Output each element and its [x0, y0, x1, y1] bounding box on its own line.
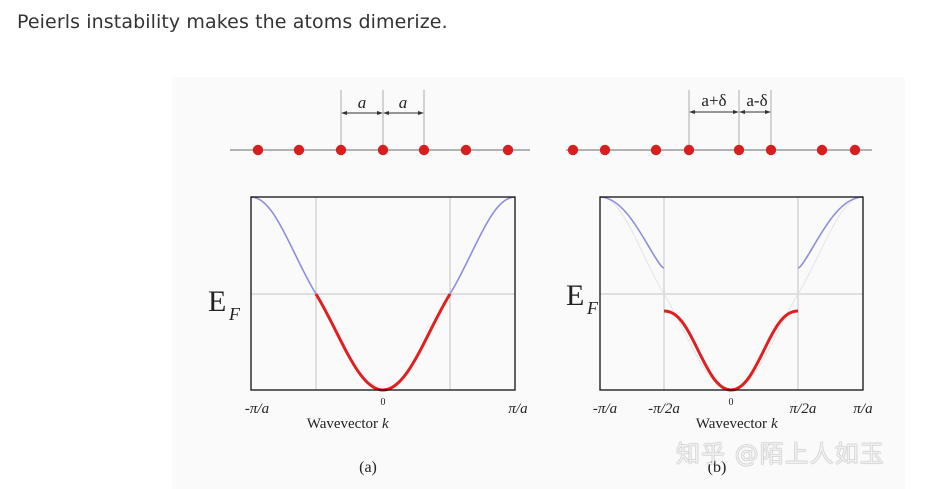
panel-a-band-plot: E F -π/a 0 π/a Wavevector k (a): [208, 196, 528, 476]
fermi-energy-label-a: E: [208, 285, 226, 318]
plot-frame-a: [250, 196, 516, 391]
page-heading: Peierls instability makes the atoms dime…: [17, 11, 448, 33]
tick-label-left-b: -π/a: [593, 401, 617, 417]
panel-a-chain: a a: [230, 90, 530, 156]
fermi-energy-subscript-b: F: [586, 298, 599, 318]
figure-background: [172, 77, 905, 489]
spacing-label-b2: a-δ: [746, 91, 767, 110]
panel-b-chain: a+δ a-δ: [566, 90, 872, 156]
tick-label-zero-a: 0: [381, 397, 386, 408]
xlabel-a: Wavevector: [307, 416, 378, 432]
fermi-energy-label-b: E: [566, 279, 584, 312]
atom: [293, 144, 305, 156]
watermark-text: 知乎 @陌上人如玉: [676, 440, 885, 468]
arrow-head: [765, 110, 771, 114]
atom: [502, 144, 514, 156]
tick-label-right-half-b: π/2a: [790, 401, 817, 417]
arrow-head: [418, 111, 424, 115]
xlabel-var-a: k: [382, 416, 389, 432]
atom: [683, 144, 695, 156]
upper-band-right: [797, 196, 864, 269]
upper-band-left: [599, 196, 665, 269]
atom: [252, 144, 264, 156]
arrow-head: [377, 111, 383, 115]
arrow-head: [383, 111, 389, 115]
atom: [650, 144, 662, 156]
atom: [460, 144, 472, 156]
empty-band-right: [449, 196, 516, 295]
tick-label-left-a: -π/a: [245, 401, 269, 417]
atom: [765, 144, 777, 156]
caption-a: (a): [359, 459, 377, 476]
spacing-label-b1: a+δ: [701, 91, 726, 110]
panel-b-band-plot: E F -π/a -π/2a 0 π/2a π/a Wavevector k (…: [566, 196, 873, 476]
arrow-head: [341, 111, 347, 115]
xlabel-b: Wavevector: [696, 416, 767, 432]
plot-frame-b: [599, 196, 864, 391]
arrow-head: [733, 110, 739, 114]
empty-band-left: [250, 196, 317, 295]
xlabel-var-b: k: [771, 416, 778, 432]
atom: [849, 144, 861, 156]
tick-label-right-a: π/a: [508, 401, 527, 417]
arrow-head: [689, 110, 695, 114]
atom: [377, 144, 389, 156]
tick-label-left-half-b: -π/2a: [648, 401, 680, 417]
arrow-head: [739, 110, 745, 114]
atom: [733, 144, 745, 156]
tick-label-right-b: π/a: [853, 401, 872, 417]
atom: [418, 144, 430, 156]
atom: [599, 144, 611, 156]
tick-label-zero-b: 0: [729, 397, 734, 408]
spacing-label-a1: a: [358, 93, 367, 112]
atom: [335, 144, 347, 156]
atom: [816, 144, 828, 156]
atom: [567, 144, 579, 156]
caption-b: (b): [708, 459, 727, 476]
spacing-label-a2: a: [399, 93, 408, 112]
fermi-energy-subscript-a: F: [228, 304, 241, 324]
